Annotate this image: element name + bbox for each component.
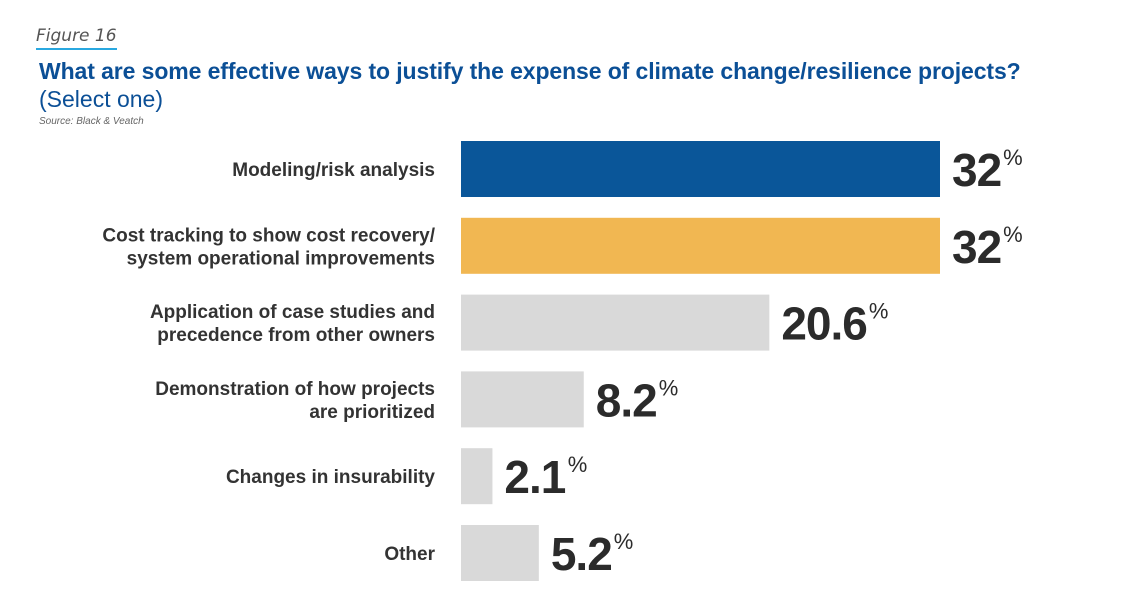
category-label: Cost tracking to show cost recovery/ — [102, 225, 435, 246]
category-label: Other — [384, 544, 435, 565]
percent-sign: % — [1003, 145, 1023, 170]
bar — [461, 371, 584, 428]
bar — [461, 141, 940, 197]
chart-subtitle: (Select one) — [39, 86, 164, 112]
bar — [461, 448, 493, 505]
chart-title: What are some effective ways to justify … — [39, 58, 1021, 84]
category-label: Changes in insurability — [226, 467, 435, 488]
percent-sign: % — [1003, 222, 1023, 247]
bar — [461, 525, 539, 581]
percent-sign: % — [659, 375, 679, 400]
bar — [461, 294, 770, 351]
value-label: 5.2 — [551, 528, 612, 580]
category-label: system operational improvements — [127, 248, 435, 269]
category-label: Modeling/risk analysis — [232, 160, 435, 181]
value-label: 8.2 — [596, 374, 657, 426]
bar — [461, 217, 940, 274]
category-label: are prioritized — [309, 402, 435, 423]
category-label: Demonstration of how projects — [155, 379, 435, 400]
category-label: precedence from other owners — [157, 325, 435, 346]
percent-sign: % — [568, 452, 588, 477]
value-label: 20.6 — [781, 298, 867, 350]
value-label: 2.1 — [504, 451, 565, 503]
percent-sign: % — [614, 529, 634, 554]
chart-source: Source: Black & Veatch — [39, 116, 144, 127]
category-label: Application of case studies and — [150, 302, 435, 323]
value-label: 32 — [952, 221, 1001, 273]
value-label: 32 — [952, 144, 1001, 196]
figure-label: Figure 16 — [36, 26, 117, 50]
percent-sign: % — [869, 299, 889, 324]
